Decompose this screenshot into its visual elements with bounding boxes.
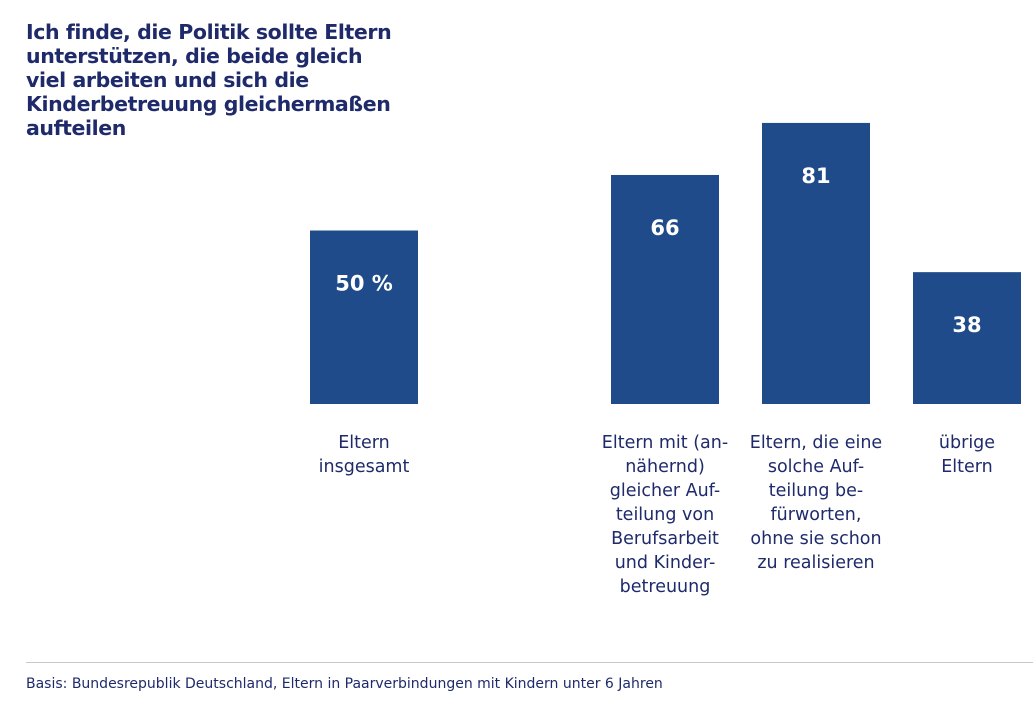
bar-chart: 50 % 66 81 38 xyxy=(310,122,1021,405)
bar-value-label-3: 81 xyxy=(801,164,830,188)
bar-value-label-4: 38 xyxy=(952,313,981,337)
category-label-line: Eltern mit (an- xyxy=(601,433,729,453)
category-label-line: solche Auf- xyxy=(767,457,865,477)
bar-value-label-1: 50 % xyxy=(335,272,393,296)
category-label-1: Eltern insgesamt xyxy=(289,431,439,479)
category-label-line: Eltern xyxy=(941,457,993,477)
category-label-line: betreuung xyxy=(619,577,711,597)
category-label-line: übrige xyxy=(938,433,996,453)
category-label-2: Eltern mit (an-nähernd) gleicher Auf-teil… xyxy=(590,431,740,599)
category-label-line: Eltern, die eine xyxy=(749,433,883,453)
category-label-line: teilung be- xyxy=(768,481,864,501)
source-note: Basis: Bundesrepublik Deutschland, Elter… xyxy=(26,676,663,692)
bar-value-label-2: 66 xyxy=(650,216,679,240)
bar-1 xyxy=(310,230,418,404)
chart-title: Ich finde, die Politik sollte Eltern unt… xyxy=(26,20,392,140)
category-label-line: und Kinder- xyxy=(614,553,716,573)
category-label-line: teilung von xyxy=(615,505,715,525)
footer-divider xyxy=(26,662,1033,663)
category-label-line: zu realisieren xyxy=(757,553,875,573)
category-label-line: ohne sie schon xyxy=(750,529,882,549)
category-label-line: gleicher Auf- xyxy=(609,481,721,501)
category-label-line: Eltern xyxy=(338,433,390,453)
category-label-line: fürworten, xyxy=(770,505,862,525)
category-label-4: übrige Eltern xyxy=(892,431,1033,479)
bar-3 xyxy=(762,122,870,405)
bar-4 xyxy=(913,272,1021,404)
category-label-line: insgesamt xyxy=(318,457,410,477)
category-label-line: Berufsarbeit xyxy=(611,529,719,549)
bar-2 xyxy=(611,174,719,404)
category-label-line: nähernd) xyxy=(625,457,705,477)
category-label-3: Eltern, die eine solche Auf-teilung be-fü… xyxy=(741,431,891,575)
